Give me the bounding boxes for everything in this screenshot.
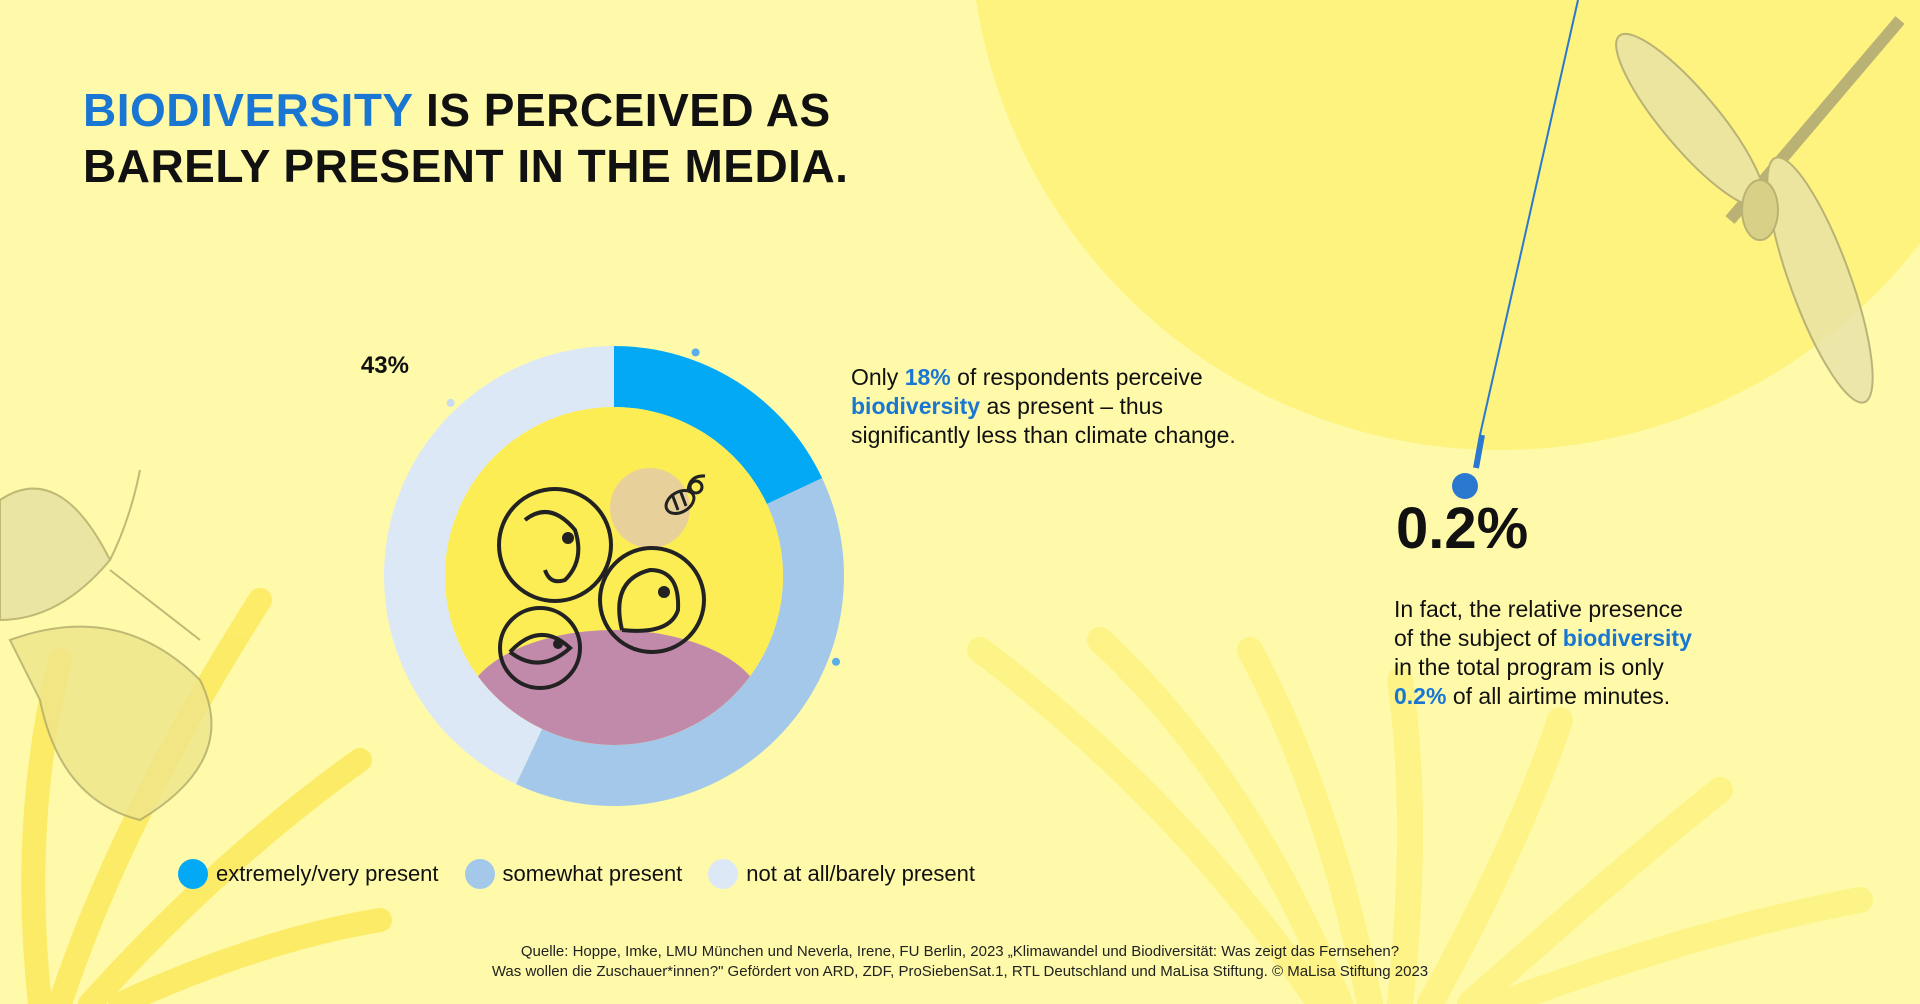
squirrel-icon [497,487,613,603]
label-dot-1 [691,348,700,357]
palm-leaf-icon [967,627,1873,1004]
title-rest: IS PERCEIVED AS [412,84,831,136]
note-1-text-b: of respondents perceive [950,364,1203,390]
note-1-highlight-percent: 18% [904,364,951,390]
title-accent: BIODIVERSITY [83,84,413,136]
airtime-share-value: 0.2% [1396,496,1529,561]
label-dot-3 [446,398,455,407]
note-2-line-2: of the subject of [1394,625,1563,651]
honey-circle [610,468,690,548]
note-2-line-3: in the total program is only [1394,654,1664,680]
center-illustration [445,407,783,745]
bird-icon [598,546,706,654]
title-line2: BARELY PRESENT IN THE MEDIA. [83,140,849,192]
donut-slice-1 [614,346,823,505]
legend-item-3: not at all/barely present [708,859,975,889]
dragonfly-icon [1615,16,1905,404]
inner-hill [464,630,764,745]
respondents-note: Only 18% of respondents perceive biodive… [851,363,1371,450]
pendulum-marker [1452,0,1579,499]
slice-label-3: 43% [361,352,409,379]
note-1-text-a: Only [851,364,905,390]
butterfly-icon [0,469,213,822]
legend-label-1: extremely/very present [216,861,439,886]
airtime-note: In fact, the relative presence of the su… [1394,595,1814,711]
bee-icon [664,474,706,515]
note-1-highlight-term: biodiversity [851,393,981,419]
source-line-2: Was wollen die Zuschauer*innen?" Geförde… [491,963,1429,980]
source-line-1: Quelle: Hoppe, Imke, LMU München und Nev… [520,943,1400,960]
note-1-text-c: as present – thus [980,393,1163,419]
slice-label-1: 18% [646,280,714,285]
legend-swatch-1 [178,859,208,889]
legend-item-1: extremely/very present [178,859,439,889]
donut-chart: 18%39%43% [361,280,844,806]
donut-slice-2 [516,478,844,806]
note-2-line-4: of all airtime minutes. [1446,683,1671,709]
note-2-highlight-percent: 0.2% [1394,683,1447,709]
label-dot-2 [831,657,840,666]
legend-item-2: somewhat present [464,859,683,889]
note-2-line-1: In fact, the relative presence [1394,596,1683,622]
donut-slice-3 [384,346,614,785]
source-citation: Quelle: Hoppe, Imke, LMU München und Nev… [0,942,1920,982]
chart-legend: extremely/very present somewhat present no… [178,856,975,892]
legend-swatch-3 [708,859,739,889]
note-2-highlight-term: biodiversity [1562,625,1692,651]
page-title: BIODIVERSITY IS PERCEIVED AS BARELY PRES… [83,82,848,194]
fish-icon [498,606,582,690]
note-1-text-d: significantly less than climate change. [851,422,1236,448]
legend-label-3: not at all/barely present [746,861,975,886]
legend-swatch-2 [464,859,495,889]
legend-label-2: somewhat present [502,861,683,886]
